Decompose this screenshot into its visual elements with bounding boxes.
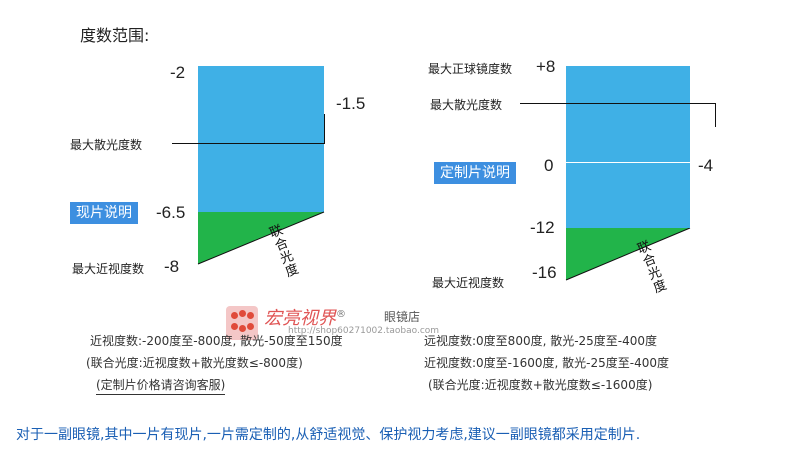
right-blue-block <box>566 66 690 228</box>
right-range-line2: 近视度数:0度至-1600度, 散光-25度至-400度 <box>424 356 670 370</box>
right-badge: 定制片说明 <box>434 162 516 184</box>
logo-name: 宏亮视界® <box>264 308 346 329</box>
right-astig-hline <box>520 103 716 104</box>
right-minus12-value: -12 <box>530 218 555 237</box>
left-astig-hline <box>172 143 325 144</box>
left-badge: 现片说明 <box>70 202 138 224</box>
page-title: 度数范围: <box>80 26 150 45</box>
left-max-astig-label: 最大散光度数 <box>70 138 143 152</box>
left-range-line1: 近视度数:-200度至-800度, 散光-50度至150度 <box>90 334 343 348</box>
right-max-sphere-label: 最大正球镜度数 <box>428 62 513 76</box>
right-right-value: -4 <box>698 156 714 175</box>
left-astig-vline <box>324 114 325 144</box>
watermark: http://shop60271002.taobao.com <box>288 326 440 336</box>
right-max-sphere-value: +8 <box>536 57 556 76</box>
right-astig-vline <box>715 103 716 127</box>
logo-suffix: 眼镜店 <box>384 310 421 324</box>
left-bottom-value: -8 <box>164 257 180 276</box>
right-range-line1: 远视度数:0度至800度, 散光-25度至-400度 <box>424 334 658 348</box>
left-top-value: -2 <box>170 63 186 82</box>
left-right-value: -1.5 <box>336 94 366 113</box>
bottom-note: 对于一副眼镜,其中一片有现片,一片需定制的,从舒适视觉、保护视力考虑,建议一副眼… <box>16 427 641 443</box>
left-mid-value: -6.5 <box>156 203 186 222</box>
left-blue-block <box>198 66 324 212</box>
left-range-line3: (定制片价格请咨询客服) <box>96 376 226 395</box>
right-bottom-value: -16 <box>532 263 557 282</box>
logo-icon <box>226 306 258 340</box>
right-max-myopia-label: 最大近视度数 <box>432 276 505 290</box>
left-max-myopia-label: 最大近视度数 <box>72 262 145 276</box>
right-zero-value: 0 <box>544 156 554 175</box>
right-zero-line <box>566 162 690 163</box>
right-max-astig-label: 最大散光度数 <box>430 98 503 112</box>
right-range-line3: (联合光度:近视度数+散光度数≤-1600度) <box>428 378 653 392</box>
left-range-line2: (联合光度:近视度数+散光度数≤-800度) <box>86 356 303 370</box>
